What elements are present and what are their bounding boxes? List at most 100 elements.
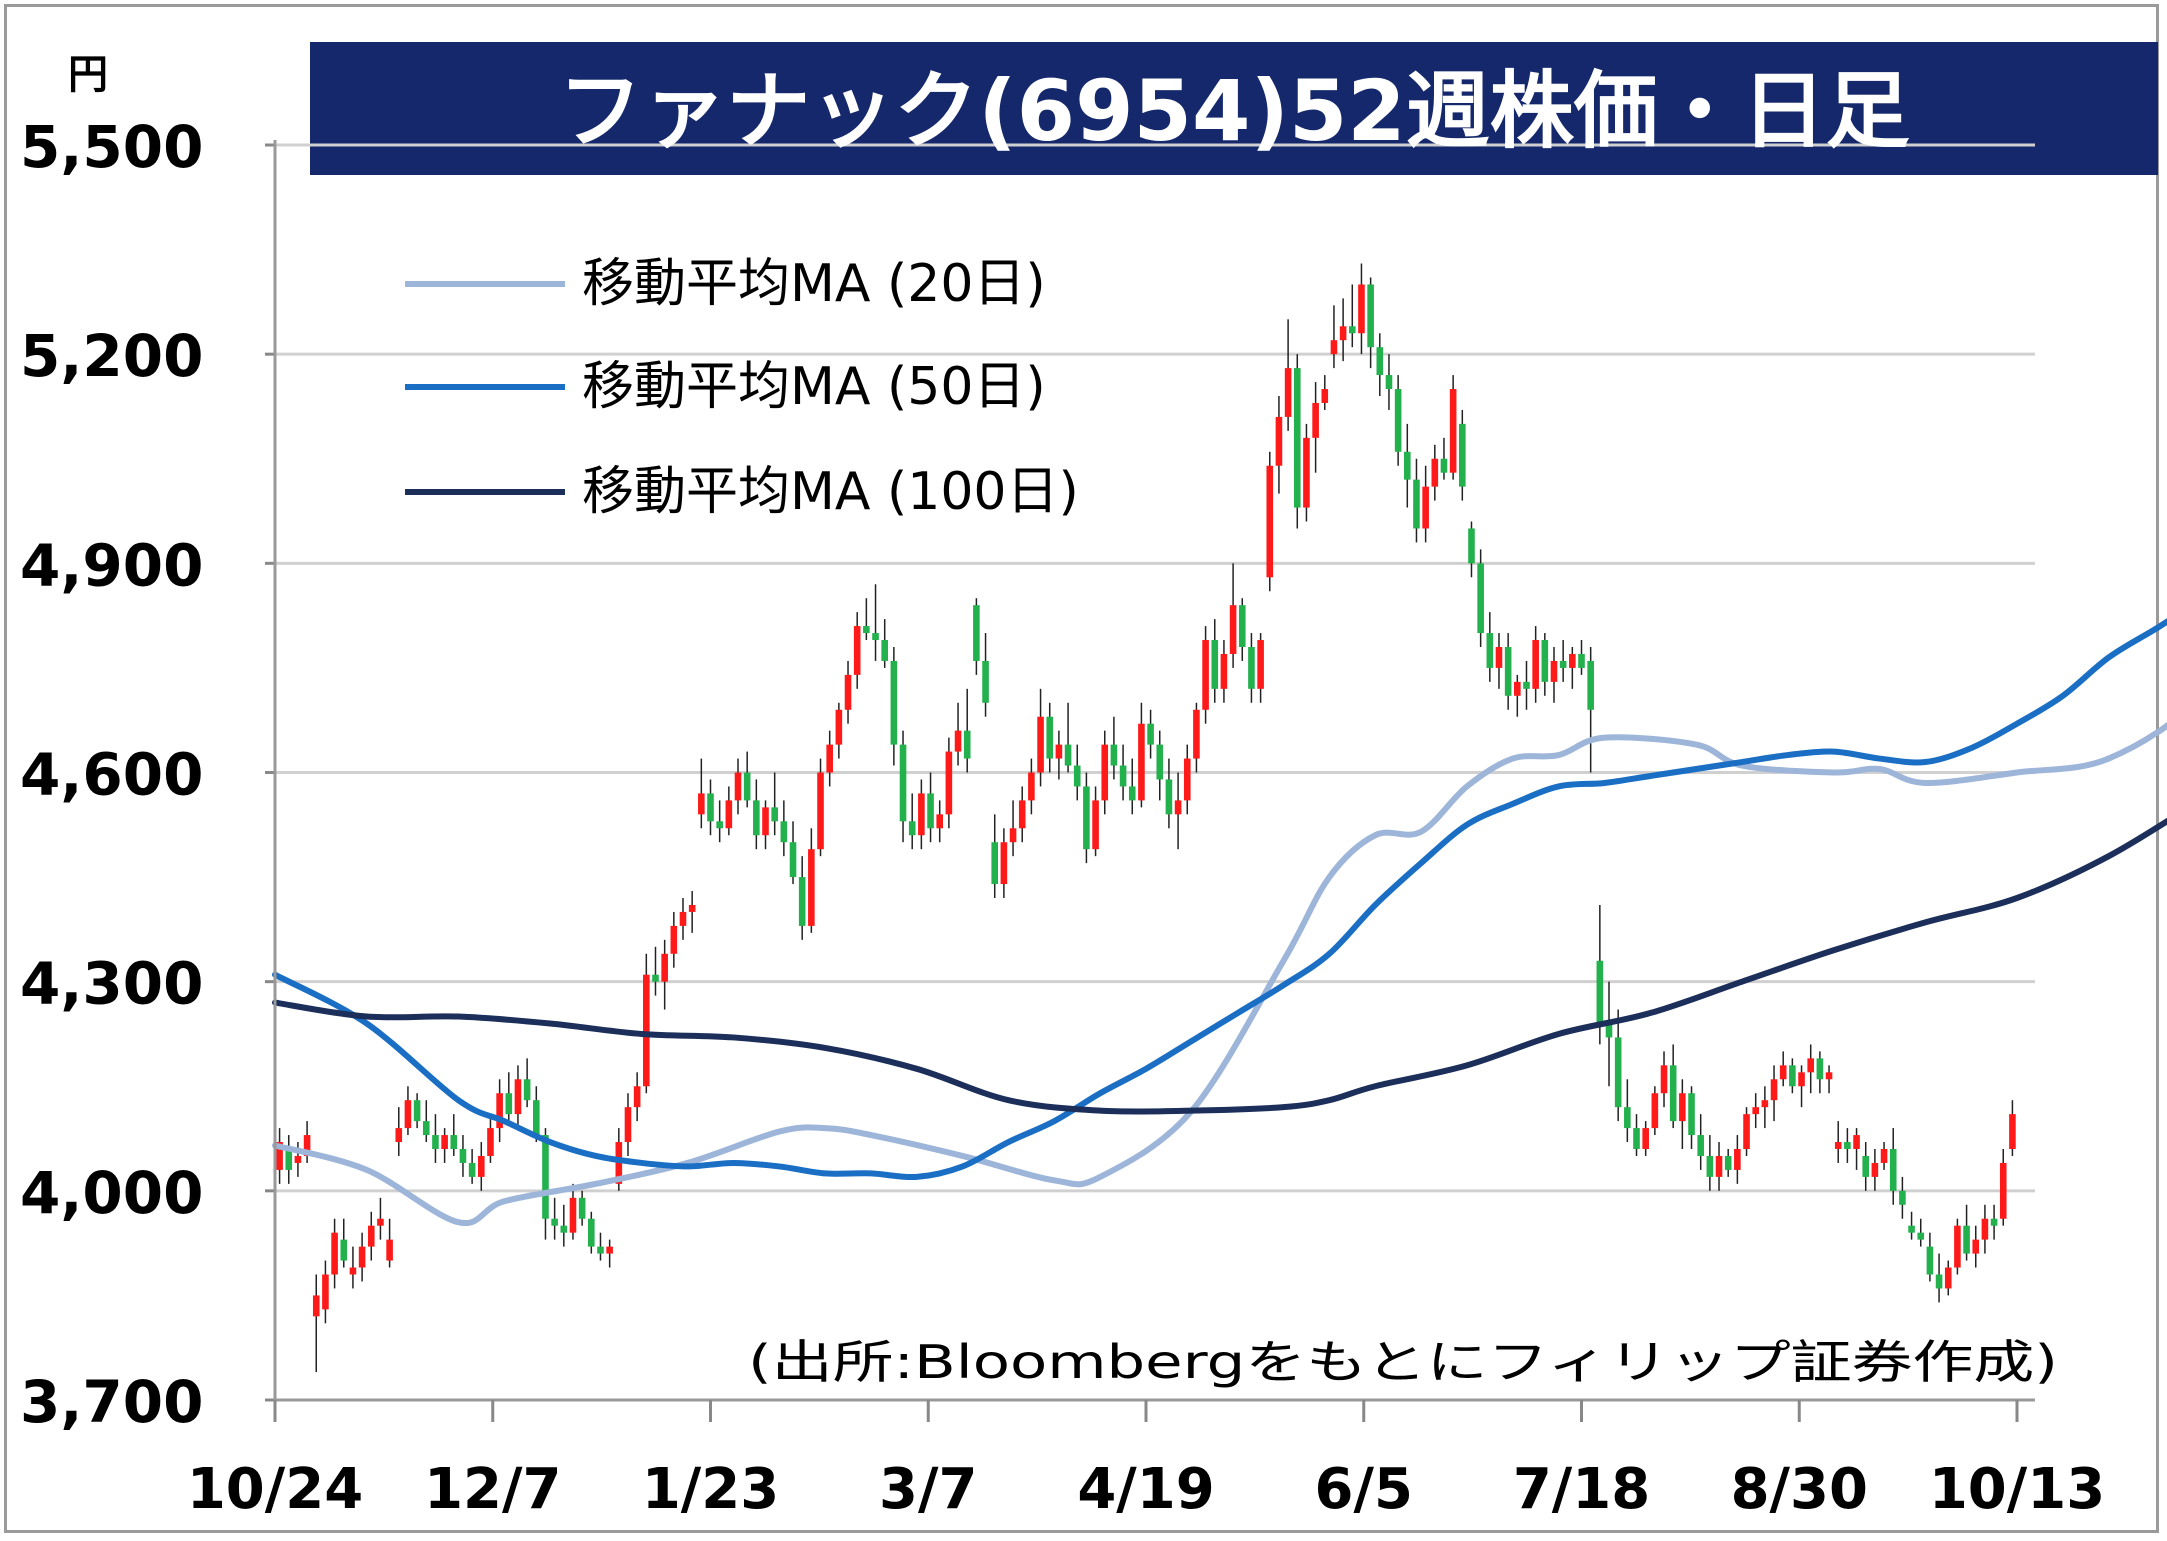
candle [1248, 633, 1255, 703]
candle-body [1908, 1225, 1915, 1233]
candle-body [1229, 605, 1237, 654]
candle [1981, 1204, 1989, 1254]
candle-body [771, 807, 778, 822]
candle-body [679, 911, 687, 926]
candle-body [386, 1239, 393, 1261]
candle-body [1174, 800, 1182, 815]
candle-body [652, 974, 659, 982]
candle-body [1147, 723, 1154, 745]
moving-average-lines [272, 618, 2167, 1227]
candle-body [743, 772, 751, 801]
candle [1908, 1211, 1915, 1240]
candle-body [1954, 1225, 1961, 1268]
x-tick-label: 7/18 [1513, 1457, 1650, 1522]
candle-body [982, 660, 989, 703]
candle-body [817, 772, 824, 850]
candle [863, 598, 870, 641]
candle [1367, 277, 1374, 369]
candle-body [753, 800, 760, 836]
candle-body [1248, 647, 1255, 689]
candle [872, 584, 879, 661]
candle [890, 647, 898, 766]
candle-body [331, 1232, 338, 1275]
candle [881, 619, 889, 668]
candle-body [450, 1135, 458, 1149]
candle-body [422, 1121, 430, 1136]
candle-body [1569, 653, 1576, 668]
candle-body [1999, 1162, 2007, 1219]
candle [1807, 1044, 1815, 1094]
candle-body [762, 807, 769, 836]
candle-body [908, 821, 916, 836]
candle [1679, 1079, 1686, 1149]
candle-body [1376, 347, 1384, 376]
candle-body [1669, 1065, 1677, 1122]
candle-body [1165, 779, 1173, 815]
candle-body [588, 1218, 595, 1247]
candle-body [808, 849, 815, 926]
candle-body [303, 1135, 311, 1156]
candle-body [1128, 786, 1136, 801]
candle [367, 1211, 375, 1261]
candle-body [863, 626, 870, 634]
candle-body [377, 1218, 384, 1226]
candle-body [1944, 1267, 1952, 1289]
candle-body [1358, 284, 1365, 334]
candle [835, 702, 843, 759]
candle-body [285, 1149, 293, 1170]
candle [1963, 1204, 1970, 1261]
candle [1642, 1121, 1649, 1156]
candle-body [1770, 1079, 1778, 1101]
candle [789, 821, 797, 885]
candle [1403, 423, 1411, 508]
candle [1734, 1135, 1741, 1184]
candle-body [1092, 800, 1099, 850]
candle-body [1935, 1274, 1943, 1289]
candle-body [1514, 681, 1521, 696]
candle [1202, 626, 1209, 724]
candle-body [1339, 326, 1347, 341]
candle-body [734, 772, 742, 801]
candle [1284, 319, 1292, 431]
y-tick-label: 3,700 [20, 1368, 203, 1436]
candle-body [624, 1107, 632, 1143]
candle [1147, 709, 1154, 759]
candle [1889, 1128, 1897, 1205]
candle [606, 1239, 613, 1268]
candle [1825, 1065, 1833, 1094]
candle-body [826, 744, 833, 773]
legend-label-ma50: 移動平均MA (50日) [582, 357, 1046, 417]
candle-body [1743, 1114, 1750, 1149]
candle-body [1807, 1058, 1815, 1073]
candle-body [1028, 772, 1035, 801]
candle [1926, 1232, 1934, 1282]
candle-body [918, 793, 925, 836]
candle [386, 1218, 393, 1268]
candle [982, 633, 989, 717]
candle [1018, 786, 1026, 843]
candle [1614, 1009, 1622, 1122]
candle-body [294, 1155, 302, 1163]
candle-body [963, 730, 971, 759]
candle-body [542, 1135, 549, 1219]
candle-body [936, 814, 944, 829]
candle-body [367, 1225, 375, 1247]
candle [1844, 1128, 1851, 1163]
candle [753, 779, 760, 850]
candle [1092, 786, 1099, 857]
candle [1523, 660, 1530, 710]
candle-body [1761, 1100, 1769, 1108]
candle [1165, 758, 1173, 829]
candle [1229, 563, 1237, 668]
candle-body [1413, 479, 1420, 529]
candle-body [1486, 633, 1494, 668]
candle-body [1083, 786, 1090, 850]
candle [1532, 626, 1539, 703]
candle-body [1624, 1107, 1631, 1129]
candle [1064, 702, 1072, 773]
candle [1486, 612, 1494, 682]
candle [1000, 828, 1008, 898]
candle-body [643, 974, 650, 1087]
candle [927, 772, 934, 843]
candle-body [1825, 1072, 1833, 1080]
